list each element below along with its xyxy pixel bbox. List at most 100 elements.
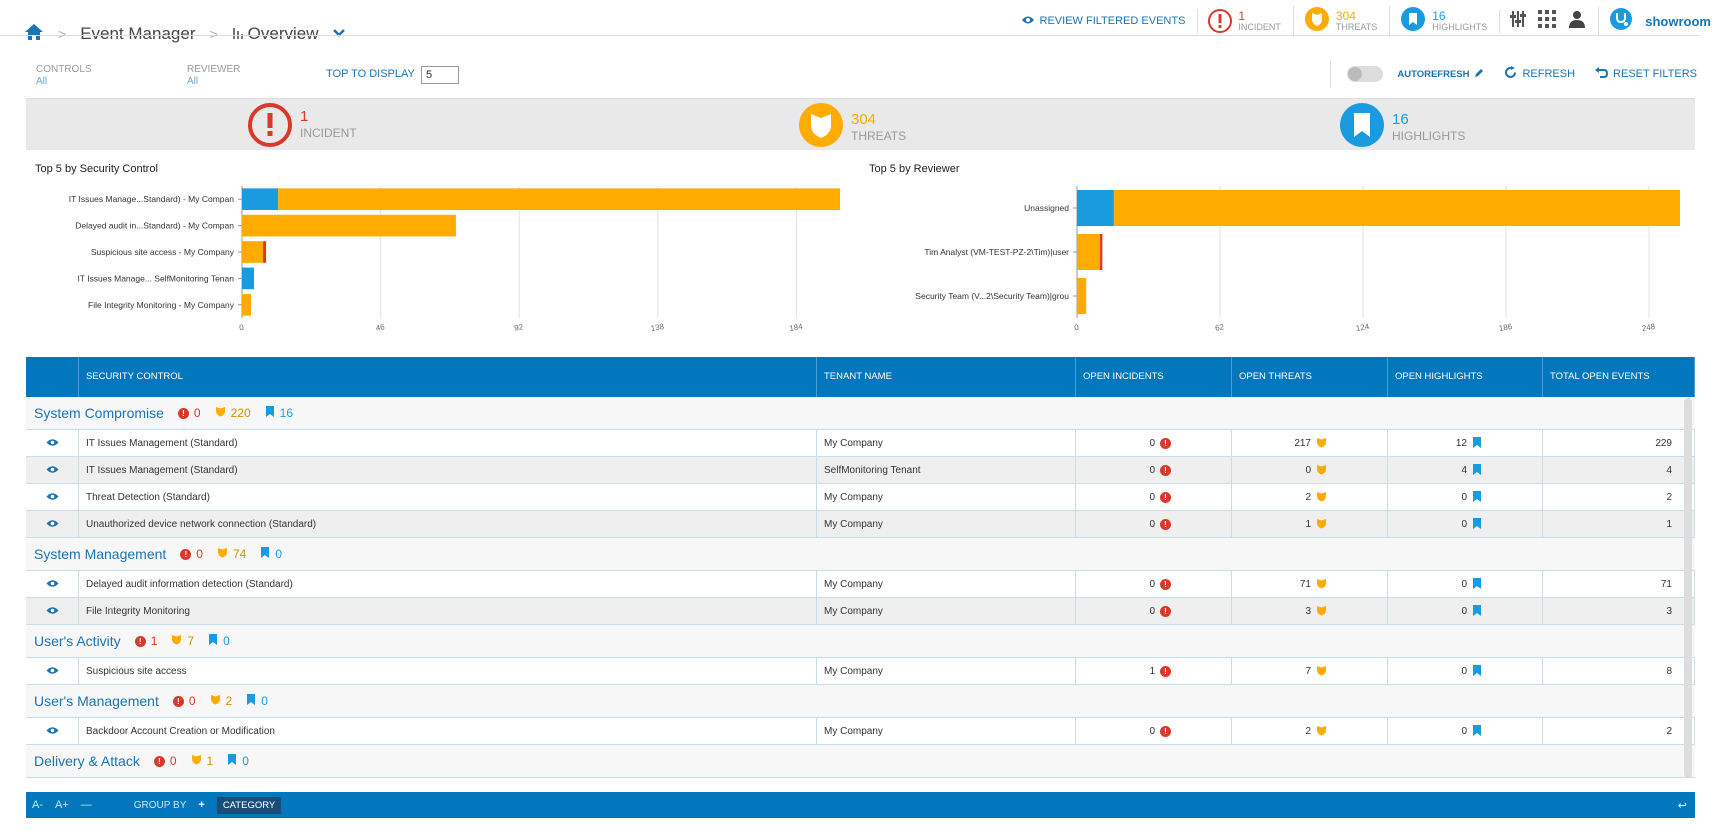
summary-incident[interactable]: 1 INCIDENT [248,103,357,147]
collapse-icon[interactable]: — [80,799,92,811]
open-threats-cell: 2 [1232,484,1388,511]
bar-segment[interactable] [278,188,840,211]
header-highlights-stat[interactable]: 16 HIGHLIGHTS [1389,5,1487,37]
plus-icon[interactable]: + [198,799,205,811]
top-to-display-input[interactable]: 5 [421,66,459,84]
eye-icon[interactable] [46,606,59,618]
view-cell[interactable] [26,718,79,745]
sliders-icon[interactable] [1499,9,1527,33]
header-tenant-name[interactable]: TENANT NAME [817,357,1076,397]
bar-segment[interactable] [242,293,252,316]
shield-icon [799,103,843,152]
view-cell[interactable] [26,571,79,598]
eye-icon[interactable] [46,666,59,678]
undo-icon[interactable]: ↩ [1677,799,1687,812]
bar-segment[interactable] [1077,277,1087,315]
eye-icon[interactable] [46,579,59,591]
view-cell[interactable] [26,484,79,511]
header-spacer [26,357,79,397]
autorefresh-toggle[interactable] [1347,66,1384,82]
group-header[interactable]: System Compromise ! 0 220 16 [26,397,1695,430]
bookmark-icon [1472,463,1482,478]
stethoscope-icon[interactable] [1598,6,1633,36]
open-highlights-cell: 12 [1388,430,1543,457]
controls-filter[interactable]: CONTROLS All [36,64,92,87]
security-control-cell: IT Issues Management (Standard) [79,430,817,457]
table-row[interactable]: IT Issues Management (Standard) SelfMoni… [26,457,1695,484]
bar-segment[interactable] [1100,233,1103,271]
bar-segment[interactable] [242,214,456,237]
reviewer-filter[interactable]: REVIEWER All [187,64,241,87]
alert-icon: ! [172,695,184,707]
bar-segment[interactable] [263,241,267,263]
refresh-button[interactable]: REFRESH [1504,66,1575,82]
open-incidents-cell: 0! [1076,484,1232,511]
header-incident-stat[interactable]: 1 INCIDENT [1197,9,1281,33]
eye-icon [1021,15,1035,28]
group-header[interactable]: System Management ! 0 74 0 [26,538,1695,571]
open-highlights-cell: 0 [1388,484,1543,511]
view-cell[interactable] [26,658,79,685]
review-filtered-events-link[interactable]: REVIEW FILTERED EVENTS [1021,15,1185,28]
bookmark-icon [246,694,256,708]
breadcrumb-event-manager[interactable]: Event Manager [80,24,196,43]
bar-segment[interactable] [1077,189,1114,227]
table-row[interactable]: IT Issues Management (Standard) My Compa… [26,430,1695,457]
table-row[interactable]: Threat Detection (Standard) My Company 0… [26,484,1695,511]
category-label: Delayed audit in...Standard) - My Compan [75,221,234,231]
user-icon[interactable] [1568,10,1586,33]
alert-icon: ! [1160,492,1171,503]
group-header[interactable]: User's Management ! 0 2 0 [26,685,1695,718]
summary-highlights[interactable]: 16 HIGHLIGHTS [1340,103,1465,152]
bar-segment[interactable] [242,241,264,263]
chart-title-reviewer: Top 5 by Reviewer [869,163,960,175]
group-header[interactable]: Delivery & Attack ! 0 1 0 [26,745,1695,778]
shield-icon [1316,665,1327,679]
view-cell[interactable] [26,511,79,538]
header-open-highlights[interactable]: OPEN HIGHLIGHTS [1388,357,1543,397]
table-row[interactable]: Unauthorized device network connection (… [26,511,1695,538]
home-icon[interactable] [24,23,44,46]
eye-icon[interactable] [46,465,59,477]
apps-grid-icon[interactable] [1538,9,1557,33]
group-highlights: 0 [260,547,282,561]
bar-segment[interactable] [242,267,255,290]
header-security-control[interactable]: SECURITY CONTROL [79,357,817,397]
footer-bar: A- A+ — GROUP BY + CATEGORY ↩ [26,792,1695,818]
table-scrollbar[interactable] [1684,398,1692,778]
header-total-open-events[interactable]: TOTAL OPEN EVENTS [1543,357,1695,397]
chevron-down-icon[interactable] [332,25,345,43]
header-open-incidents[interactable]: OPEN INCIDENTS [1076,357,1232,397]
alert-icon: ! [1160,438,1171,449]
table-row[interactable]: Backdoor Account Creation or Modificatio… [26,718,1695,745]
bar-segment[interactable] [1077,233,1101,271]
bar-segment[interactable] [1113,189,1680,227]
bar-segment[interactable] [242,188,279,211]
header-threats-stat[interactable]: 304 THREATS [1292,5,1377,37]
table-row[interactable]: Suspicious site access My Company 1! 7 0… [26,658,1695,685]
autorefresh-label[interactable]: AUTOREFRESH [1397,68,1484,81]
view-cell[interactable] [26,430,79,457]
font-decrease-button[interactable]: A- [32,799,43,811]
refresh-icon [1504,66,1517,82]
header-open-threats[interactable]: OPEN THREATS [1232,357,1388,397]
open-highlights-cell: 0 [1388,718,1543,745]
eye-icon[interactable] [46,492,59,504]
category-chip[interactable]: CATEGORY [216,796,282,814]
chevron-right-icon: > [209,26,218,42]
view-cell[interactable] [26,457,79,484]
tenant-name-cell: My Company [817,511,1076,538]
font-increase-button[interactable]: A+ [55,799,69,811]
breadcrumb-overview[interactable]: Overview [247,24,319,43]
eye-icon[interactable] [46,438,59,450]
eye-icon[interactable] [46,726,59,738]
group-header[interactable]: User's Activity ! 1 7 0 [26,625,1695,658]
table-row[interactable]: Delayed audit information detection (Sta… [26,571,1695,598]
x-tick-label: 138 [650,322,665,333]
undo-icon [1595,66,1609,82]
view-cell[interactable] [26,598,79,625]
eye-icon[interactable] [46,519,59,531]
table-row[interactable]: File Integrity Monitoring My Company 0! … [26,598,1695,625]
summary-threats[interactable]: 304 THREATS [799,103,906,152]
reset-filters-button[interactable]: RESET FILTERS [1595,66,1697,82]
